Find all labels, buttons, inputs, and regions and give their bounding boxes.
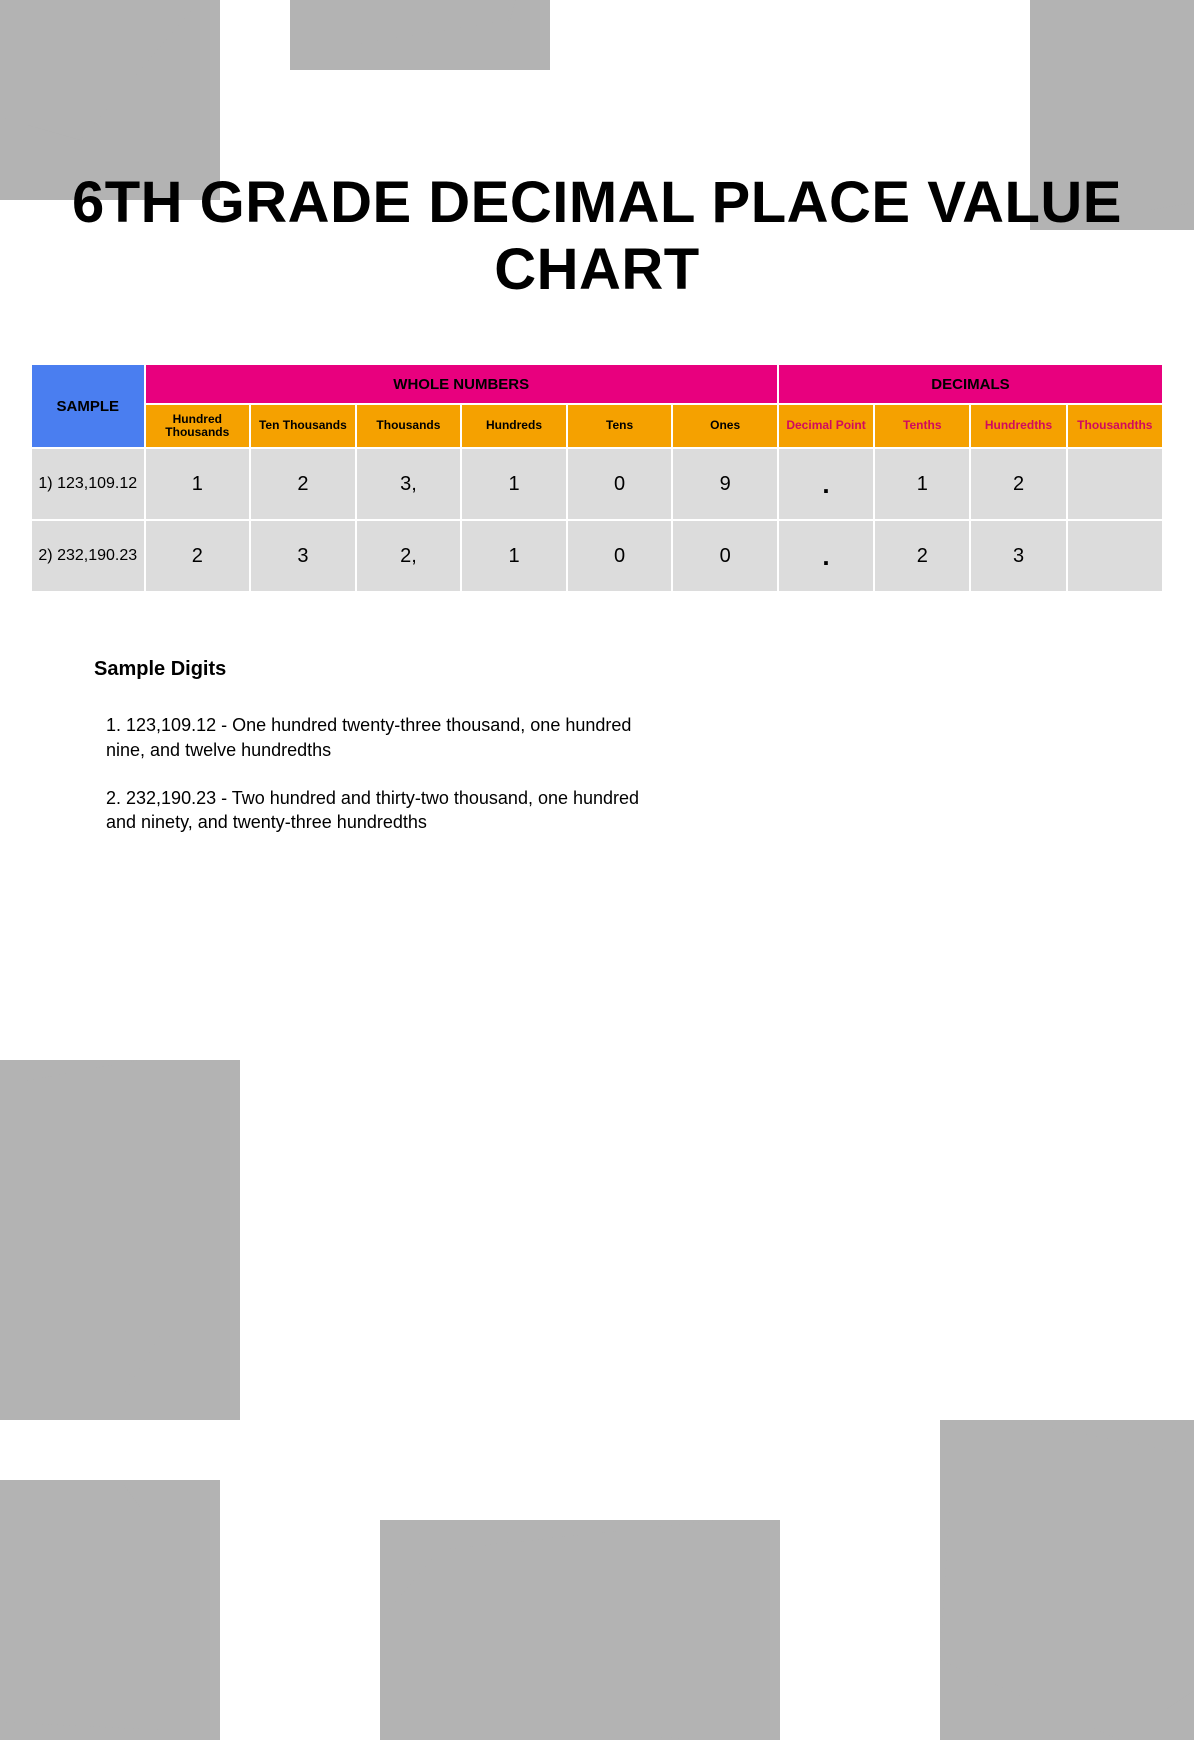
sample-digits-heading: Sample Digits [94,658,654,681]
cell [1068,449,1162,519]
cell: 0 [568,449,672,519]
col-thousandths: Thousandths [1068,405,1162,447]
table-row: 2) 232,190.23 2 3 2, 1 0 0 . 2 3 [32,521,1162,591]
sample-digits-section: Sample Digits 1. 123,109.12 - One hundre… [94,658,654,834]
col-ten-thousands: Ten Thousands [251,405,355,447]
cell-decimal-point: . [779,449,873,519]
cell: 2 [875,521,969,591]
page-title: 6TH GRADE DECIMAL PLACE VALUE CHART [30,170,1164,303]
cell: 3 [971,521,1065,591]
cell: 1 [462,521,566,591]
cell: 2 [146,521,250,591]
decimals-header: DECIMALS [779,365,1162,403]
cell: 1 [462,449,566,519]
cell: 1 [875,449,969,519]
cell: 1 [146,449,250,519]
col-thousands: Thousands [357,405,461,447]
cell-decimal-point: . [779,521,873,591]
sample-header: SAMPLE [32,365,144,447]
col-hundred-thousands: Hundred Thousands [146,405,250,447]
col-ones: Ones [673,405,777,447]
col-hundredths: Hundredths [971,405,1065,447]
cell: 2, [357,521,461,591]
cell: 0 [568,521,672,591]
col-decimal-point: Decimal Point [779,405,873,447]
table-row: 1) 123,109.12 1 2 3, 1 0 9 . 1 2 [32,449,1162,519]
whole-numbers-header: WHOLE NUMBERS [146,365,777,403]
cell [1068,521,1162,591]
cell: 3, [357,449,461,519]
col-tens: Tens [568,405,672,447]
col-hundreds: Hundreds [462,405,566,447]
place-value-table: SAMPLE WHOLE NUMBERS DECIMALS Hundred Th… [30,363,1164,593]
cell: 9 [673,449,777,519]
row-label: 2) 232,190.23 [32,521,144,591]
cell: 0 [673,521,777,591]
cell: 2 [251,449,355,519]
sample-digit-item: 2. 232,190.23 - Two hundred and thirty-t… [94,786,654,835]
sample-digit-item: 1. 123,109.12 - One hundred twenty-three… [94,713,654,762]
cell: 2 [971,449,1065,519]
col-tenths: Tenths [875,405,969,447]
cell: 3 [251,521,355,591]
row-label: 1) 123,109.12 [32,449,144,519]
